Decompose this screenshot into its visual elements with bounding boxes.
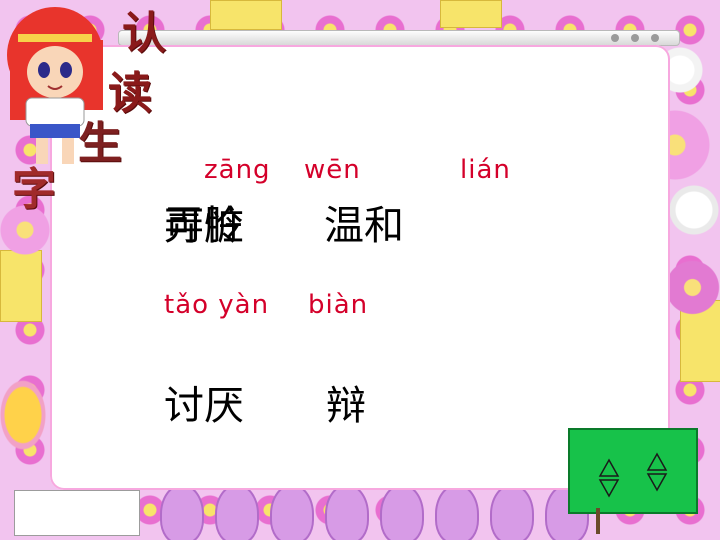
strip-dot (651, 34, 659, 42)
strip-dot (631, 34, 639, 42)
tulip-icon (490, 484, 534, 540)
tulip-icon (0, 380, 46, 450)
tulip-icon (160, 484, 204, 540)
tulip-icon (270, 484, 314, 540)
nav-flag-pole (596, 508, 600, 534)
title-char-zi: 字 (12, 164, 56, 215)
word-kelian-text: 可怜 (164, 203, 244, 249)
yellow-block (440, 0, 502, 28)
title-char-du: 读 (108, 68, 152, 119)
pinyin-zang: zāng (204, 155, 271, 185)
arrow-up-down-icon (646, 452, 668, 492)
tulip-icon (380, 484, 424, 540)
word-kelian: 可怜 (164, 206, 528, 246)
title-char-sheng: 生 (78, 118, 122, 169)
next-slide-button[interactable] (646, 452, 668, 492)
yellow-block (0, 250, 42, 322)
word-wenhe: 温和 (324, 203, 404, 249)
prev-slide-button[interactable] (598, 458, 620, 498)
word-bian: 辩 (326, 383, 366, 429)
cartoon-girl-icon (7, 7, 103, 164)
tulip-icon (435, 484, 479, 540)
board-top-strip (118, 30, 680, 46)
pinyin-wen: wēn (304, 155, 361, 185)
empty-frame (14, 490, 140, 536)
tulip-icon (325, 484, 369, 540)
tulip-icon (215, 484, 259, 540)
pinyin-lian: lián (460, 155, 511, 185)
pinyin-bian: biàn (308, 290, 369, 320)
bear-icon (668, 180, 720, 240)
strip-dot (611, 34, 619, 42)
flower-icon (0, 205, 50, 255)
word-nongzang: 弄脏 (164, 203, 244, 249)
flower-icon (665, 260, 720, 315)
pinyin-taoyan: tǎo yàn (164, 290, 270, 320)
word-taoyan: 讨厌 (164, 383, 244, 429)
main-board (50, 45, 670, 490)
nav-flag (568, 428, 698, 514)
arrow-up-down-icon (598, 458, 620, 498)
title-char-ren: 认 (122, 8, 166, 59)
yellow-block (210, 0, 282, 30)
